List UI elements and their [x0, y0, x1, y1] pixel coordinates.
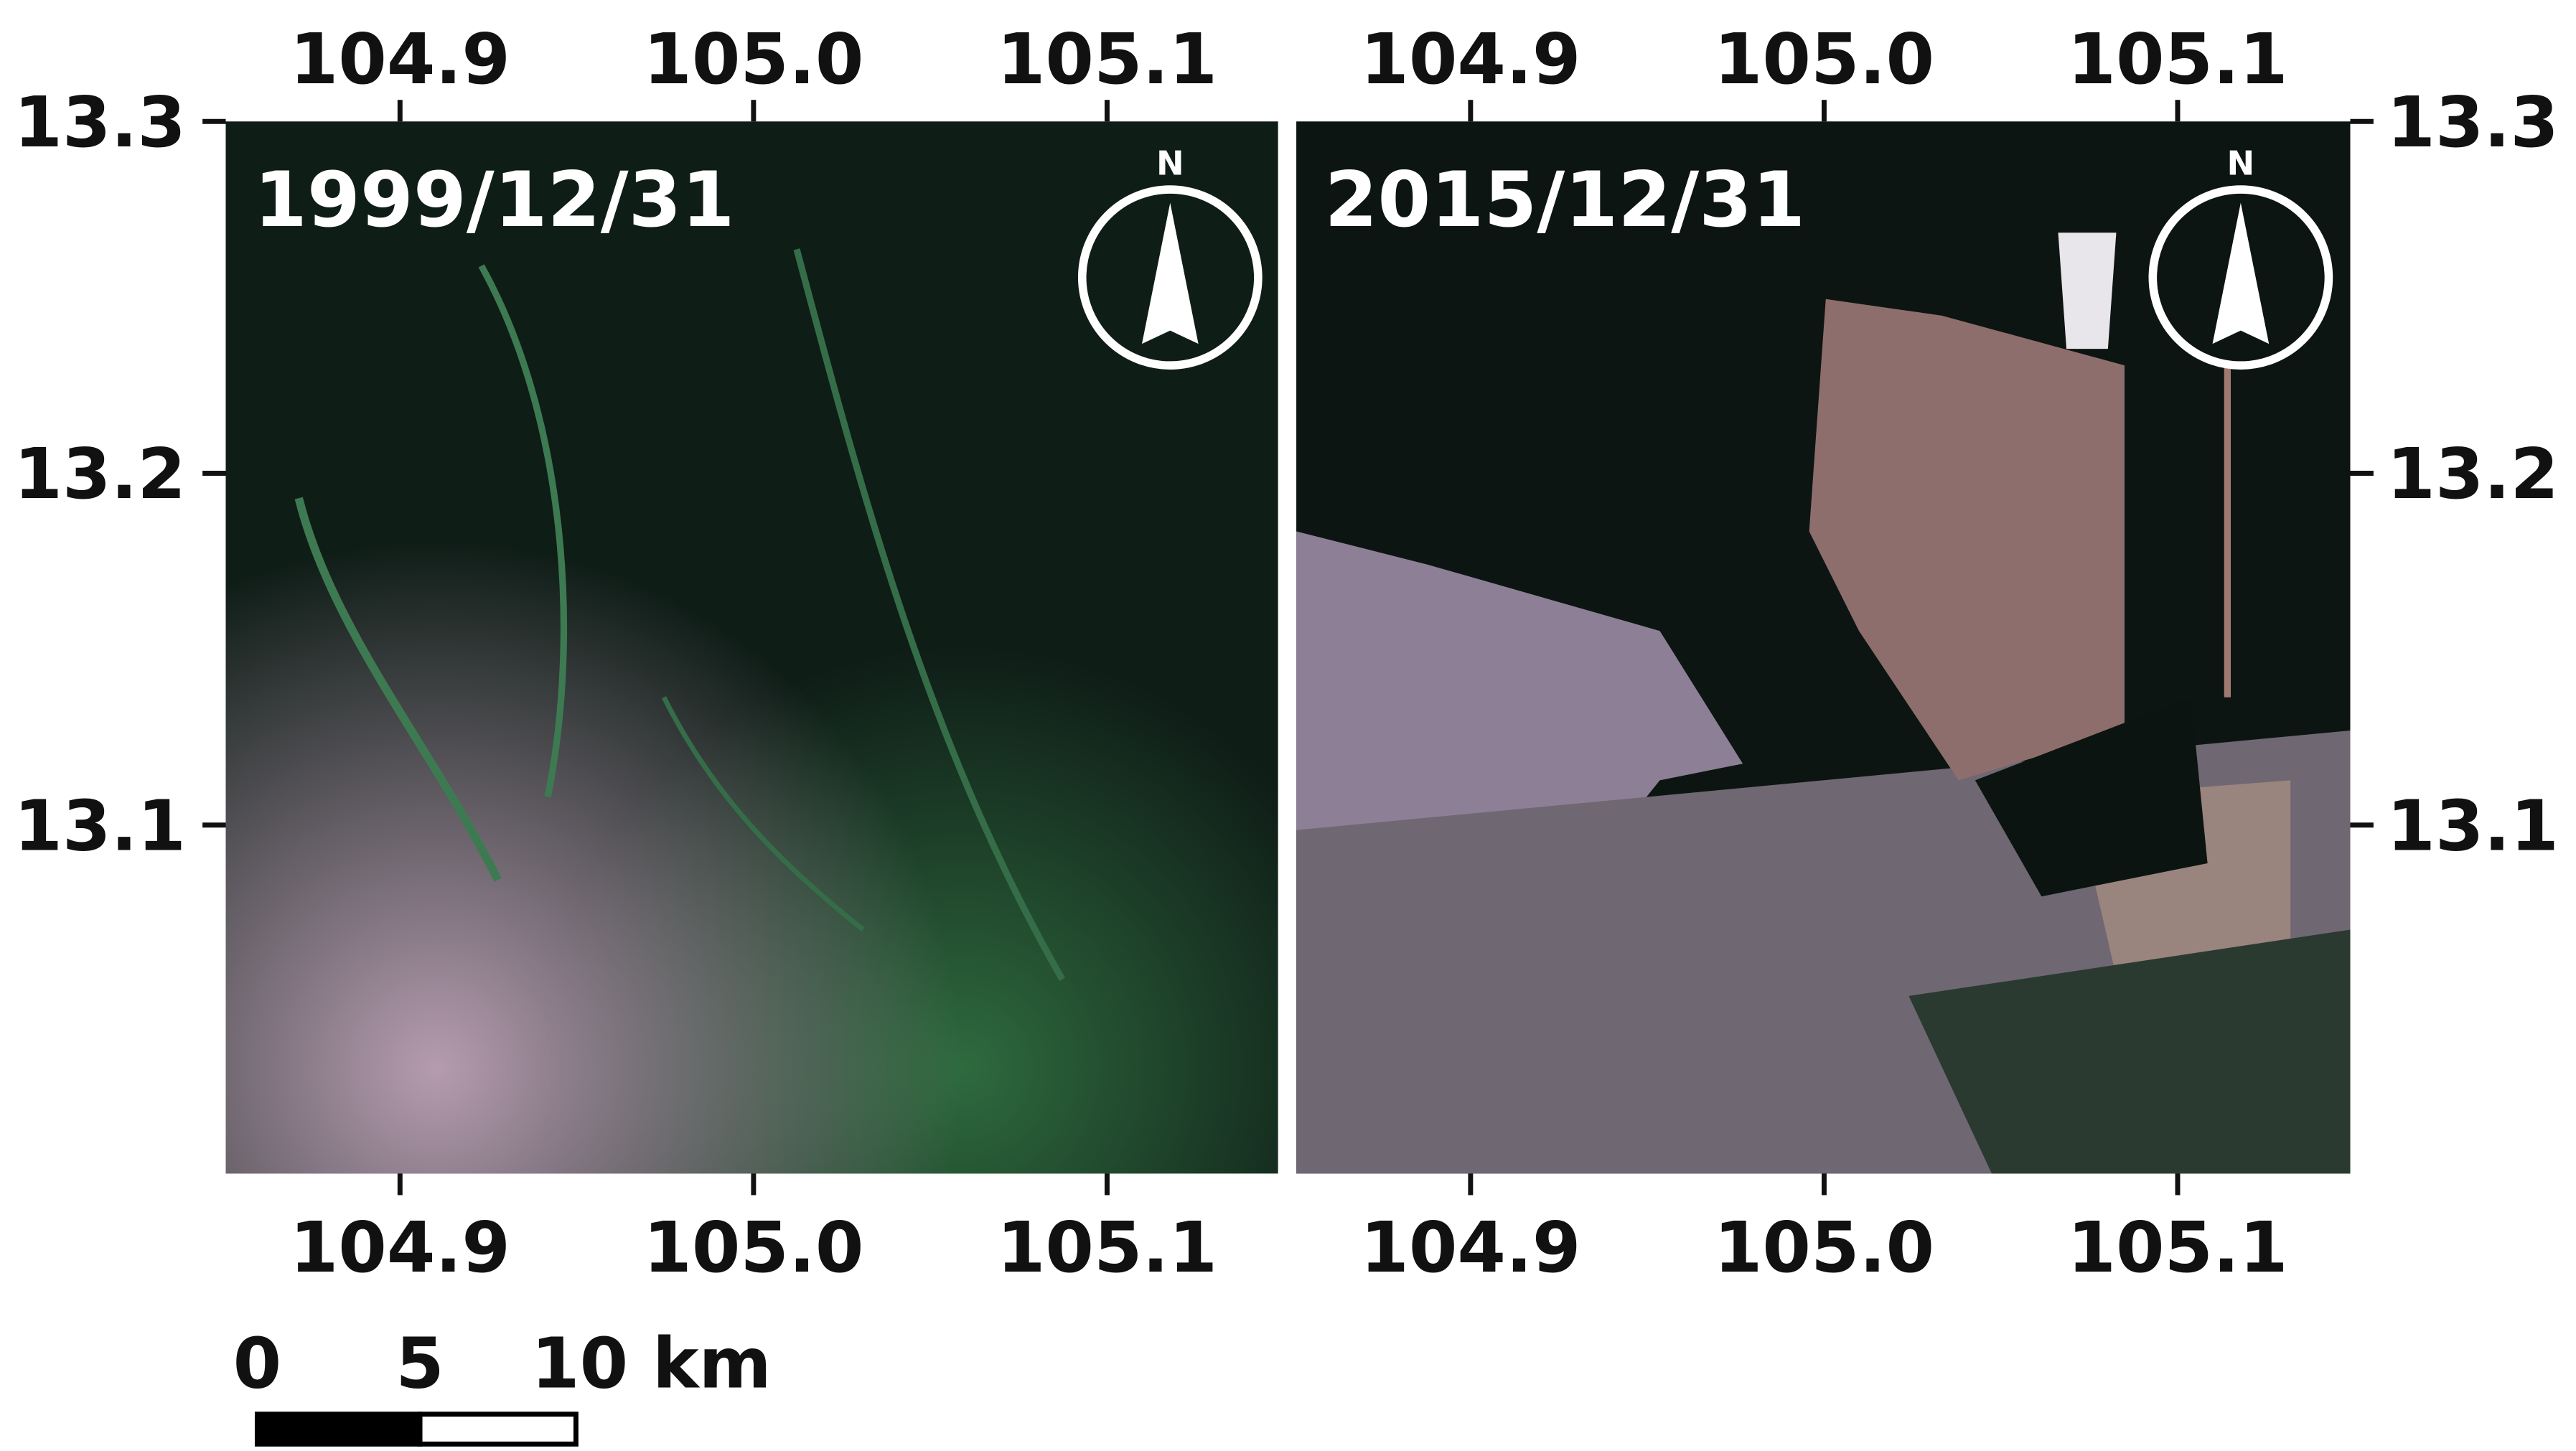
x-tick-label-top: 104.9	[290, 19, 510, 100]
scale-bar-white	[417, 1412, 579, 1447]
scale-label: 10 km	[531, 1323, 772, 1404]
overlay: 104.9 104.9 105.0 105.0 105.1 105.1 1999/12/31…	[14, 19, 2559, 1447]
x-tick-label-top: 105.1	[2067, 19, 2287, 100]
x-tick-label-top: 104.9	[1360, 19, 1580, 100]
north-arrow-circle	[1077, 185, 1263, 370]
satellite-image-1999	[225, 121, 1278, 1174]
x-tick-label-top: 105.0	[1714, 19, 1934, 100]
satellite-image-2015	[1296, 121, 2351, 1174]
x-tick-label-bottom: 105.1	[2067, 1207, 2287, 1288]
north-arrow	[2212, 202, 2270, 344]
north-label: N	[2227, 144, 2255, 182]
scale-bar-black	[254, 1412, 423, 1447]
y-tick-label-left: 13.1	[14, 785, 186, 866]
y-tick-label-right: 13.2	[2387, 433, 2559, 515]
panel-date: 1999/12/31	[254, 156, 735, 245]
y-tick-label-right: 13.1	[2387, 785, 2559, 866]
y-tick-label-left: 13.3	[14, 82, 186, 163]
north-label: N	[1156, 144, 1184, 182]
north-arrow	[1142, 202, 1199, 344]
north-arrow-circle	[2148, 185, 2333, 370]
x-tick-label-bottom: 105.1	[997, 1207, 1217, 1288]
x-tick-label-bottom: 104.9	[290, 1207, 510, 1288]
x-tick-label-bottom: 104.9	[1360, 1207, 1580, 1288]
x-tick-label-bottom: 105.0	[643, 1207, 863, 1288]
x-tick-label-bottom: 105.0	[1714, 1207, 1934, 1288]
scale-label: 5	[395, 1323, 444, 1404]
y-tick-label-right: 13.3	[2387, 82, 2559, 163]
scale-label: 0	[233, 1323, 282, 1404]
x-tick-label-top: 105.1	[997, 19, 1217, 100]
y-tick-label-left: 13.2	[14, 433, 186, 515]
panel-date: 2015/12/31	[1324, 156, 1805, 245]
x-tick-label-top: 105.0	[643, 19, 863, 100]
